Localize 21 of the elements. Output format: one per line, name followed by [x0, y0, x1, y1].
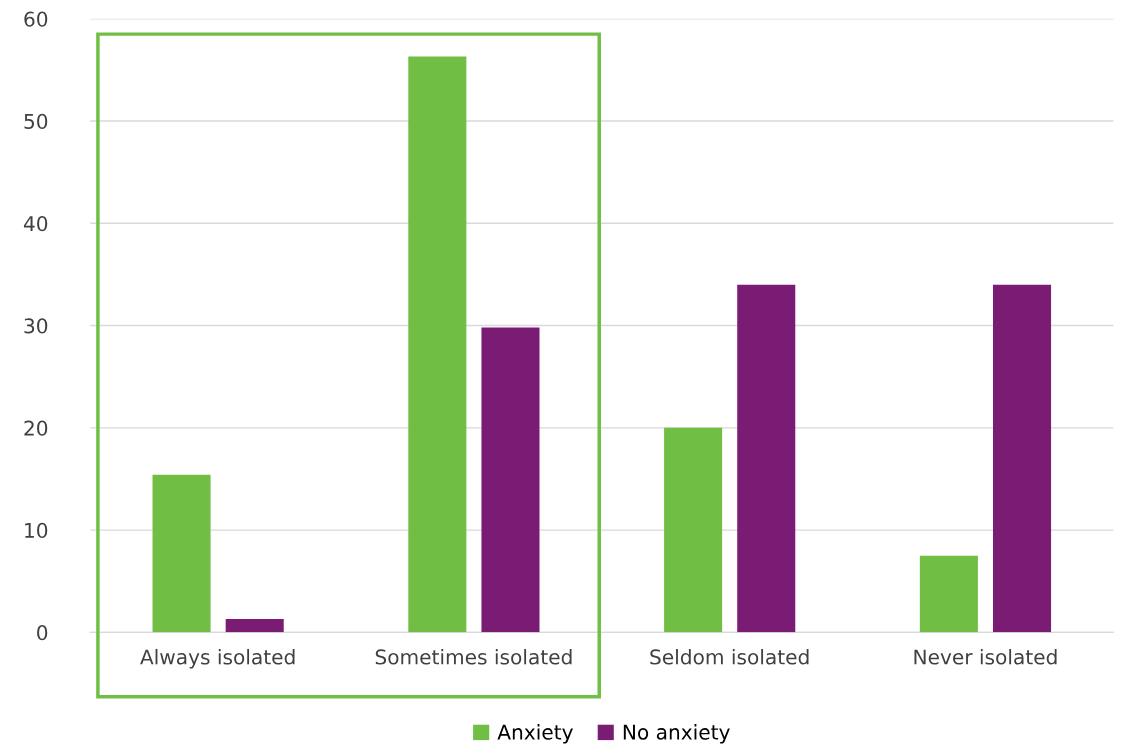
y-tick-label: 40 — [23, 216, 48, 232]
bar — [919, 555, 978, 633]
bar — [481, 327, 540, 633]
y-tick-label: 30 — [24, 318, 48, 334]
y-tick-label: 50 — [24, 113, 48, 129]
bar — [664, 427, 723, 633]
legend-label: No anxiety — [623, 724, 730, 744]
legend-label: Anxiety — [497, 724, 573, 744]
y-tick-label: 0 — [37, 625, 48, 641]
x-tick-label: Seldom isolated — [650, 649, 809, 665]
y-tick-label: 60 — [24, 11, 48, 27]
bar — [408, 56, 467, 633]
bar — [737, 284, 796, 633]
y-tick-label: 10 — [25, 522, 48, 539]
x-tick-label: Always isolated — [140, 649, 295, 669]
bar — [992, 284, 1052, 633]
bar — [225, 619, 284, 633]
x-tick-label: Sometimes isolated — [375, 649, 572, 665]
x-tick-label: Never isolated — [914, 649, 1057, 665]
y-tick-label: 20 — [24, 420, 48, 436]
bar — [152, 474, 211, 633]
